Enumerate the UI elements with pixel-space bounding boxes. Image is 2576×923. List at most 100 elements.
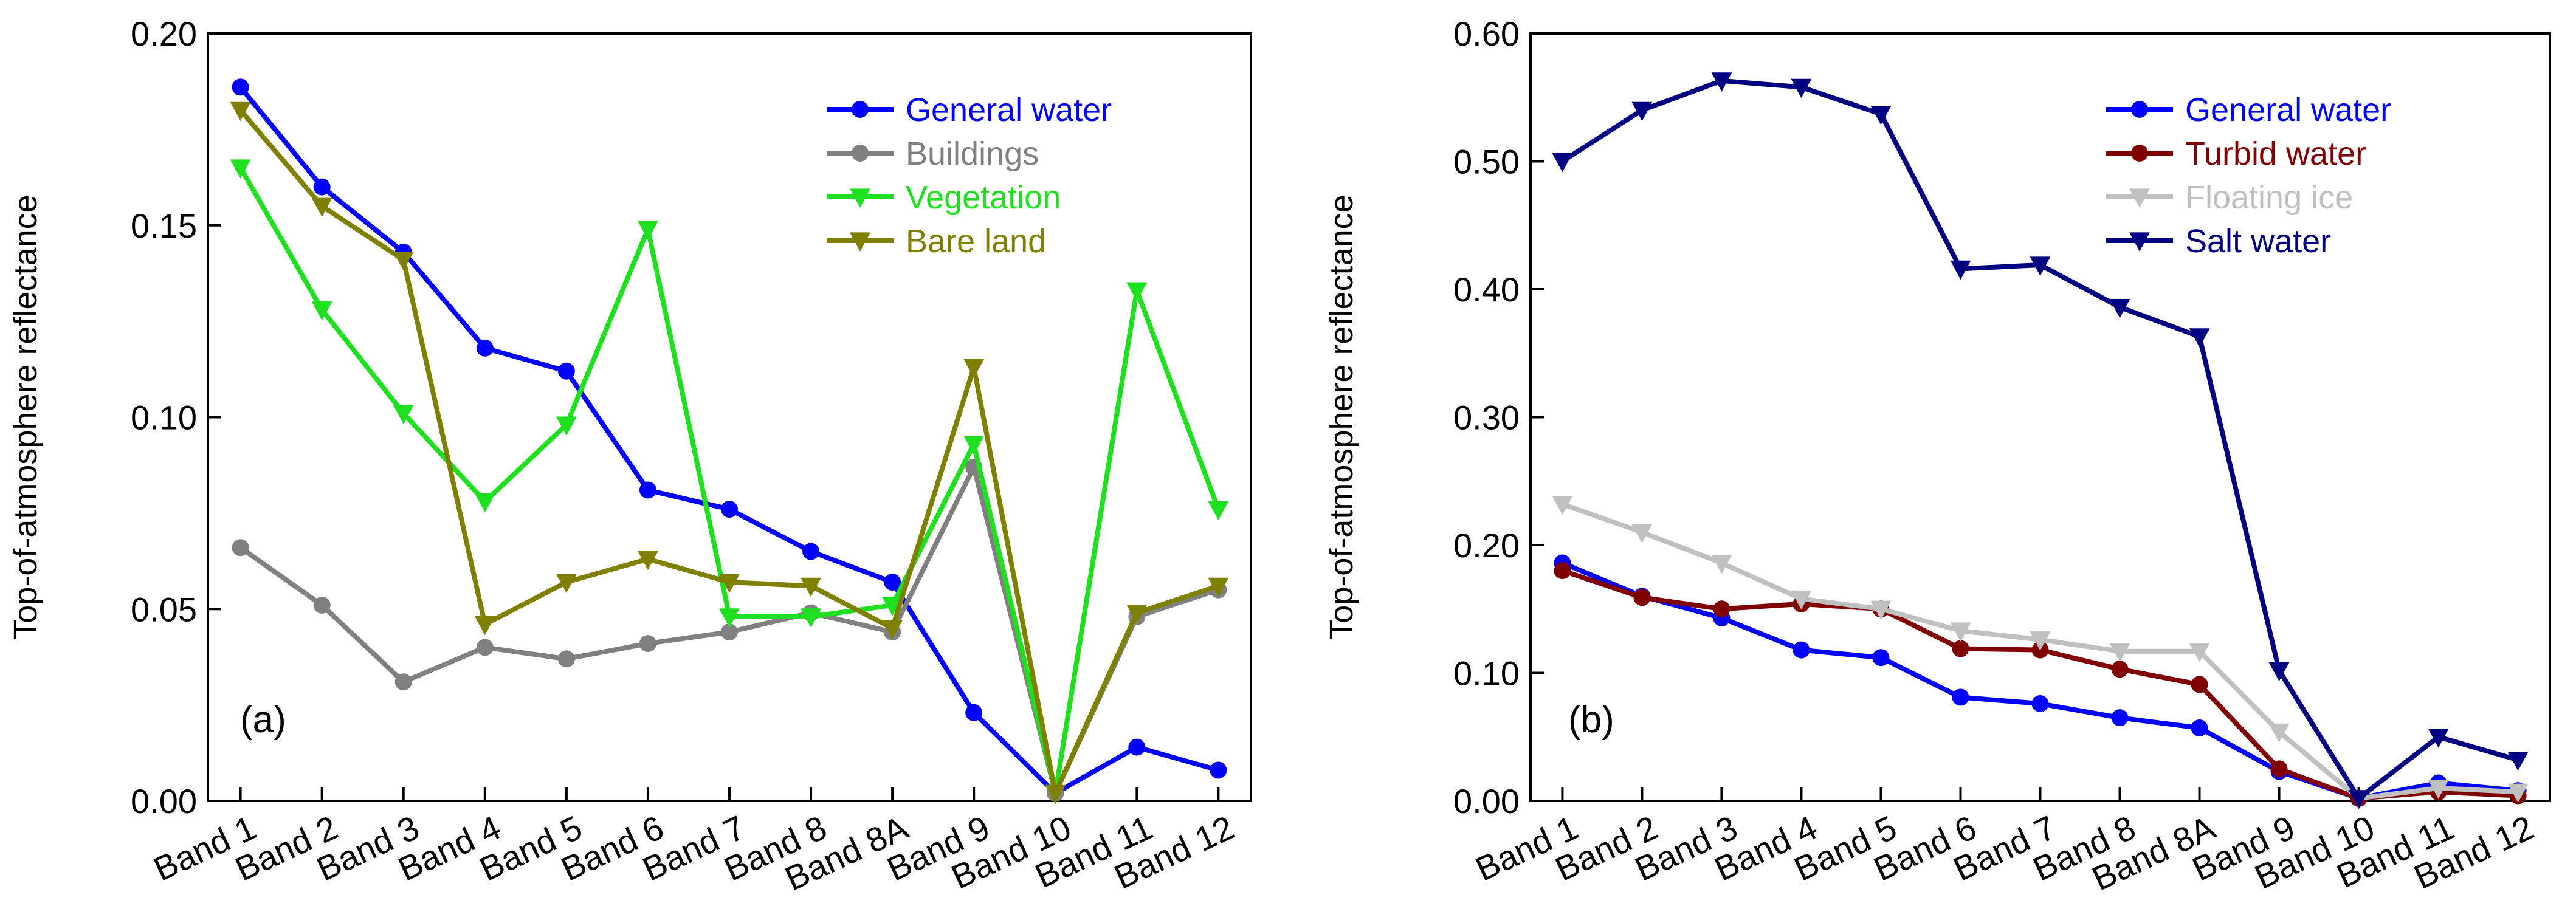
data-point [2191,676,2208,693]
legend-swatch-marker [2131,145,2148,162]
data-point [313,178,331,196]
legend-label: General water [2185,92,2391,128]
y-tick-label: 0.00 [1453,782,1520,820]
data-point [1126,282,1148,301]
data-point [232,78,249,96]
data-point [1952,640,1969,657]
series-vegetation [230,159,1229,805]
data-point [474,616,495,636]
data-point [1126,604,1148,624]
data-point [311,197,332,218]
y-tick-label: 0.60 [1453,15,1520,53]
data-point [1128,738,1146,756]
data-point [1633,589,1651,606]
y-tick-label: 0.15 [131,207,197,245]
y-tick-label: 0.50 [1453,143,1520,181]
data-point [719,608,740,628]
data-point [1791,78,1812,98]
y-tick-label: 0.10 [1453,654,1520,693]
series-line [1561,560,2518,801]
legend-swatch-marker [852,145,869,162]
data-point [639,481,656,499]
data-point [1554,562,1571,580]
data-point [1552,153,1573,173]
data-point [2030,631,2051,651]
data-point [2111,709,2129,727]
data-point [637,221,658,240]
legend-label: Floating ice [2185,179,2353,216]
data-point [1950,622,1971,642]
data-point [1870,106,1892,125]
data-point [2348,790,2369,809]
data-point [1872,649,1890,667]
data-point [2268,723,2290,743]
data-point [476,339,494,357]
data-point [557,362,575,380]
data-point [2428,780,2449,799]
data-point [230,101,251,122]
panel-label: (a) [240,699,286,741]
data-point [230,159,251,179]
series-line [238,166,1221,796]
data-point [637,551,658,571]
data-point [801,577,822,597]
data-point [2109,298,2130,318]
data-point [2507,783,2529,803]
legend-swatch-marker [2129,232,2150,252]
data-point [2270,760,2288,778]
legend-swatch-marker [852,101,869,118]
panel-label: (b) [1568,699,1614,741]
legend: General water Buildings Vegetation Bare lan… [827,92,1112,259]
series-bare-land [230,101,1229,805]
data-point [1210,761,1227,779]
data-point [2507,752,2529,771]
data-point [232,539,249,557]
y-tick-label: 0.40 [1453,270,1520,309]
plot-frame [1529,32,2551,802]
data-point [882,620,903,639]
data-point [801,608,822,628]
legend-label: Buildings [906,136,1039,172]
data-point [311,301,332,321]
data-point [1045,784,1066,805]
data-point [557,650,575,668]
data-point [884,574,901,591]
legend-label: Salt water [2185,223,2331,259]
data-point [1631,524,1653,543]
series-general-water [232,78,1227,802]
data-point [394,673,412,691]
data-point [556,574,577,593]
data-point [1950,260,1971,280]
legend-label: Vegetation [906,179,1061,216]
data-point [1793,641,1810,659]
series-salt-water [1552,72,2529,809]
data-point [2428,729,2449,748]
legend-label: Turbid water [2185,136,2366,172]
data-point [2189,328,2210,348]
legend-label: General water [906,92,1112,128]
data-point [1711,554,1732,574]
y-tick-label: 0.10 [131,399,197,437]
y-axis-title: Top-of-atmosphere reflectance [7,194,44,639]
data-point [1791,590,1812,610]
data-point [639,635,656,653]
y-tick-label: 0.05 [131,590,197,628]
data-point [802,543,820,560]
series-line [1561,78,2519,801]
data-point [2031,695,2049,713]
data-point [474,493,495,513]
data-point [2111,661,2129,678]
data-point [963,436,985,455]
data-point [721,623,738,641]
legend-label: Bare land [906,223,1046,259]
data-point [1631,101,1653,122]
data-point [721,501,738,518]
data-point [393,405,414,425]
data-point [965,704,983,721]
data-point [1208,577,1229,597]
data-point [393,251,414,271]
series-general-water [1554,554,2527,807]
